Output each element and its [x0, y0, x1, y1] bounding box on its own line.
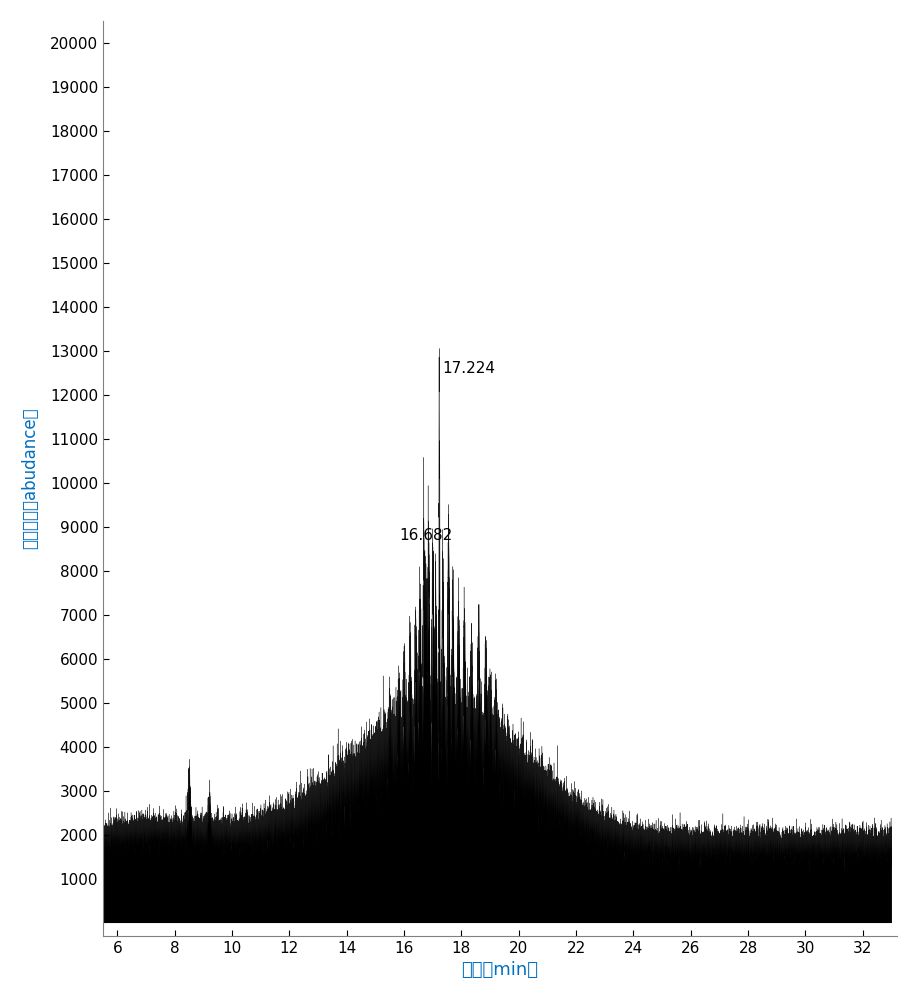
X-axis label: 时间（min）: 时间（min）: [462, 961, 539, 979]
Y-axis label: 相对丰度（abudance）: 相对丰度（abudance）: [21, 407, 39, 549]
Text: 16.682: 16.682: [399, 528, 453, 543]
Text: 17.224: 17.224: [442, 361, 496, 376]
